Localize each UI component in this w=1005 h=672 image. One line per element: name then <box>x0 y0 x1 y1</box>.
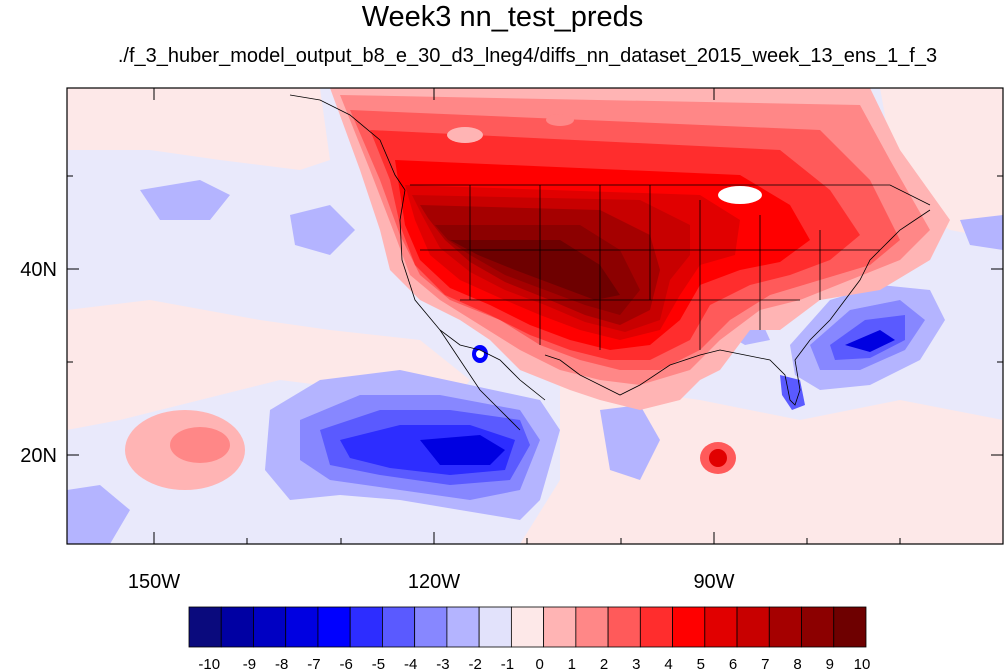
colorbar-swatch <box>188 606 222 648</box>
anomaly-contour <box>420 435 505 465</box>
colorbar-swatch <box>768 606 802 648</box>
coastlines <box>289 94 931 431</box>
y-tick-label: 40N <box>20 259 57 281</box>
colorbar-label: -6 <box>340 656 353 672</box>
colorbar: -10 -9 -8 -7 -6 -5 -4 -3 -2 -1 0 1 2 3 4 5 6 7 8 9 10 <box>188 606 871 672</box>
colorbar-label: -10 <box>198 656 220 672</box>
anomaly-contour <box>476 350 484 358</box>
anomaly-contour <box>718 186 762 204</box>
colorbar-swatch <box>414 606 448 648</box>
colorbar-swatch <box>575 606 609 648</box>
colorbar-label: 6 <box>729 656 737 672</box>
anomaly-contour <box>67 300 470 430</box>
colorbar-label: -8 <box>275 656 288 672</box>
anomaly-contour <box>67 485 130 544</box>
colorbar-label: -3 <box>436 656 449 672</box>
anomaly-contour <box>709 449 727 467</box>
x-tick-label: 90W <box>693 571 734 593</box>
anomaly-contour <box>67 88 330 170</box>
anomaly-contour <box>290 205 355 255</box>
colorbar-label: 2 <box>600 656 608 672</box>
colorbar-swatch <box>801 606 835 648</box>
colorbar-swatch <box>607 606 641 648</box>
colorbar-swatch <box>833 606 867 648</box>
colorbar-label: -9 <box>243 656 256 672</box>
colorbar-label: 7 <box>761 656 769 672</box>
colorbar-label: 3 <box>632 656 640 672</box>
anomaly-contour <box>447 127 483 143</box>
anomaly-contour <box>546 114 574 126</box>
colorbar-label: -7 <box>307 656 320 672</box>
chart-title: Week3 nn_test_preds <box>361 1 644 33</box>
anomaly-contour <box>450 240 620 300</box>
anomaly-contour <box>960 215 1003 250</box>
colorbar-label: -2 <box>468 656 481 672</box>
colorbar-label: 0 <box>535 656 543 672</box>
colorbar-swatch <box>478 606 512 648</box>
anomaly-contour <box>140 180 230 220</box>
colorbar-label: -5 <box>372 656 385 672</box>
colorbar-label: 4 <box>664 656 672 672</box>
x-tick-label: 120W <box>408 571 460 593</box>
colorbar-label: 10 <box>854 656 871 672</box>
colorbar-label: 8 <box>793 656 801 672</box>
colorbar-swatch <box>543 606 577 648</box>
anomaly-field <box>67 88 1003 544</box>
x-tick-label: 150W <box>128 571 180 593</box>
colorbar-swatch <box>510 606 545 648</box>
colorbar-swatch <box>672 606 706 648</box>
colorbar-swatch <box>704 606 738 648</box>
colorbar-swatch <box>349 606 383 648</box>
anomaly-contour <box>600 405 660 480</box>
colorbar-swatch <box>446 606 480 648</box>
colorbar-label: 1 <box>568 656 576 672</box>
colorbar-swatch <box>253 606 287 648</box>
chart-subtitle: ./f_3_huber_model_output_b8_e_30_d3_lneg… <box>117 45 938 67</box>
colorbar-label: -4 <box>404 656 417 672</box>
anomaly-contour <box>170 427 230 463</box>
map-frame <box>66 87 1004 545</box>
colorbar-swatch <box>639 606 673 648</box>
colorbar-label: -1 <box>501 656 514 672</box>
colorbar-label: 9 <box>826 656 834 672</box>
colorbar-swatch <box>317 606 351 648</box>
y-tick-label: 20N <box>20 445 57 467</box>
colorbar-swatch <box>736 606 770 648</box>
colorbar-swatch <box>220 606 254 648</box>
anomaly-contour <box>845 330 895 352</box>
axis-ticks <box>67 88 1003 544</box>
colorbar-label: 5 <box>697 656 705 672</box>
colorbar-swatch <box>285 606 319 648</box>
colorbar-swatch <box>382 606 416 648</box>
